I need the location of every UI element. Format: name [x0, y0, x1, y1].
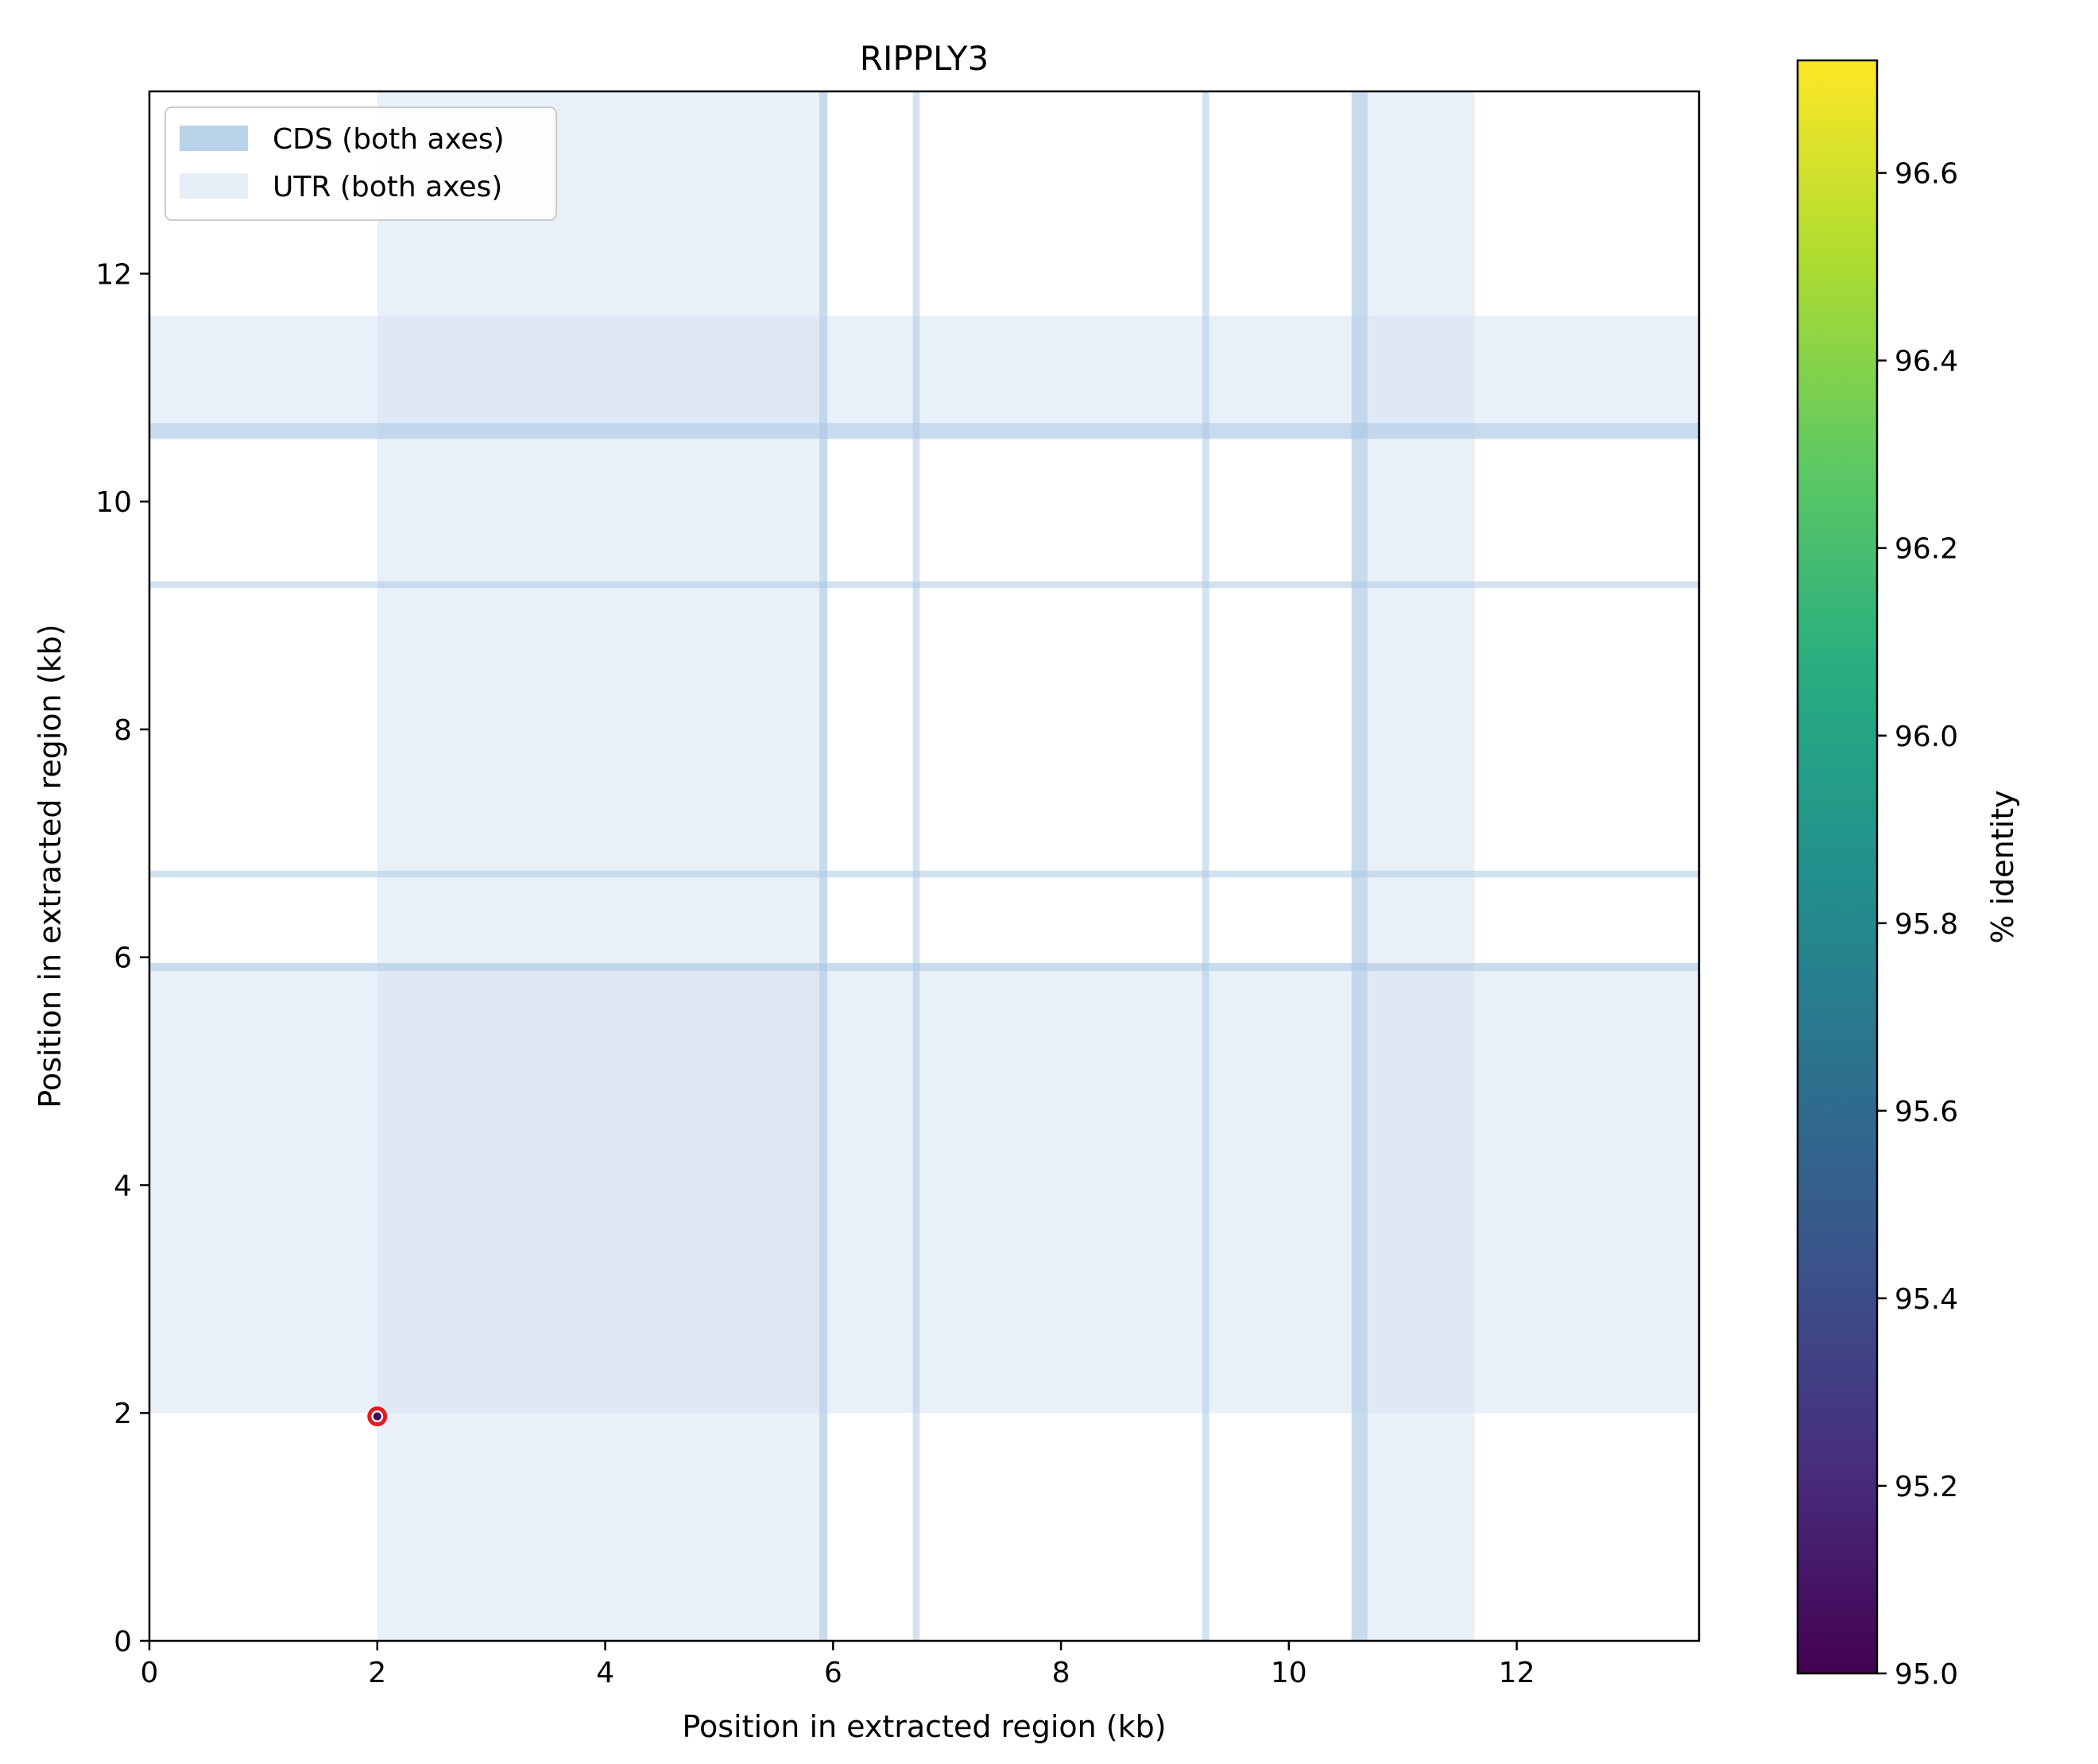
x-axis: 0 2 4 6 8 10 12 [141, 1641, 1535, 1689]
legend-label-cds: CDS (both axes) [273, 123, 505, 156]
colorbar-tick-label: 95.4 [1895, 1283, 1958, 1316]
cds-band-vertical [1202, 91, 1210, 1641]
colorbar-label: % identity [1985, 790, 2020, 943]
x-tick-label: 0 [141, 1657, 159, 1689]
annotation-bands [149, 91, 1699, 1641]
cds-band-horizontal [149, 581, 1699, 589]
y-tick-label: 8 [114, 714, 132, 747]
colorbar-tick-label: 95.2 [1895, 1471, 1958, 1503]
data-point [373, 1412, 381, 1421]
cds-band-horizontal [149, 423, 1699, 439]
utr-band-horizontal [149, 315, 1699, 439]
y-axis-label: Position in extracted region (kb) [33, 624, 68, 1108]
y-tick-label: 4 [114, 1170, 132, 1202]
colorbar-tick-label: 95.0 [1895, 1658, 1958, 1691]
y-tick-label: 2 [114, 1398, 132, 1430]
cds-band-vertical [912, 91, 920, 1641]
colorbar-tick-label: 95.6 [1895, 1096, 1958, 1128]
cds-band-vertical [819, 91, 828, 1641]
legend-swatch-cds [180, 126, 248, 151]
plot-frame [148, 90, 1701, 1642]
legend-label-utr: UTR (both axes) [273, 171, 502, 203]
cds-band-horizontal [149, 962, 1699, 971]
legend-box [165, 106, 557, 221]
colorbar-tick-label: 96.4 [1895, 346, 1958, 378]
colorbar-gradient [1796, 59, 1879, 1675]
colorbar: 95.0 95.2 95.4 95.6 95.8 96.0 96.2 96.4 96.6 % i… [1796, 59, 2020, 1691]
y-tick-label: 0 [114, 1626, 132, 1658]
y-tick-label: 6 [114, 942, 132, 975]
y-axis: 0 2 4 6 8 10 12 [95, 258, 149, 1658]
colorbar-ticks: 95.0 95.2 95.4 95.6 95.8 96.0 96.2 96.4 96.6 [1877, 158, 1958, 1691]
data-points [367, 1406, 388, 1427]
x-tick-label: 10 [1271, 1657, 1307, 1689]
x-axis-label: Position in extracted region (kb) [682, 1709, 1166, 1744]
colorbar-tick-label: 96.0 [1895, 721, 1958, 753]
colorbar-tick-label: 95.8 [1895, 908, 1958, 941]
cds-band-horizontal [149, 870, 1699, 878]
y-tick-label: 10 [95, 486, 132, 519]
cds-band-vertical [1351, 91, 1368, 1641]
x-tick-label: 12 [1499, 1657, 1535, 1689]
x-tick-label: 2 [368, 1657, 386, 1689]
y-tick-label: 12 [95, 258, 132, 291]
chart-title: RIPPLY3 [860, 39, 989, 78]
x-tick-label: 8 [1052, 1657, 1070, 1689]
legend: CDS (both axes) UTR (both axes) [165, 106, 557, 221]
colorbar-tick-label: 96.6 [1895, 158, 1958, 191]
legend-swatch-utr [180, 173, 248, 199]
x-tick-label: 4 [596, 1657, 614, 1689]
highlight-ring [367, 1406, 388, 1427]
x-tick-label: 6 [824, 1657, 842, 1689]
colorbar-tick-label: 96.2 [1895, 533, 1958, 566]
